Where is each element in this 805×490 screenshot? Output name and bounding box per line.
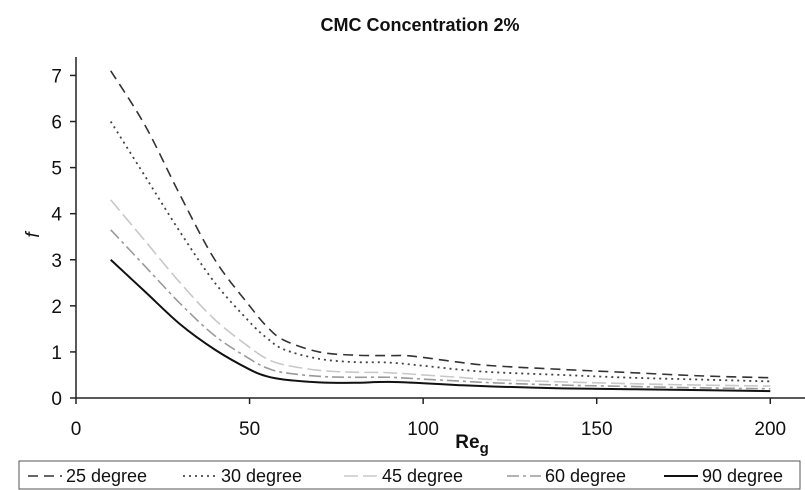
series-line-45-degree — [110, 199, 771, 387]
x-tick-label: 150 — [581, 419, 613, 440]
y-tick-label: 1 — [51, 343, 62, 364]
series-line-25-degree — [110, 70, 771, 379]
series-line-90-degree — [110, 259, 771, 393]
x-tick-label: 100 — [407, 419, 439, 440]
legend-label: 90 degree — [702, 466, 783, 486]
y-tick-label: 0 — [51, 389, 62, 410]
y-tick-label: 3 — [51, 251, 62, 272]
y-tick-label: 5 — [51, 159, 62, 180]
legend-label: 25 degree — [66, 466, 147, 486]
x-tick-label: 50 — [239, 419, 260, 440]
x-tick-label: 0 — [71, 419, 82, 440]
series-line-60-degree — [110, 229, 771, 390]
legend-label: 60 degree — [545, 466, 626, 486]
series-lines — [109, 70, 771, 393]
y-tick-label: 4 — [51, 205, 62, 226]
x-axis-label: Reg — [455, 432, 488, 457]
x-tick-label: 200 — [754, 419, 786, 440]
legend-label: 45 degree — [382, 466, 463, 486]
axes: 0 1 2 3 4 5 6 7 0 50 100 150 200 Reg f — [23, 57, 805, 457]
legend-label: 30 degree — [221, 466, 302, 486]
chart-title: CMC Concentration 2% — [320, 15, 519, 35]
y-tick-label: 2 — [51, 297, 62, 318]
legend: 25 degree 30 degree 45 degree 60 degree 90 d… — [18, 460, 801, 490]
y-tick-label: 7 — [51, 66, 62, 87]
y-tick-label: 6 — [51, 113, 62, 134]
y-axis-label: f — [23, 231, 44, 238]
series-line-30-degree — [109, 121, 771, 383]
